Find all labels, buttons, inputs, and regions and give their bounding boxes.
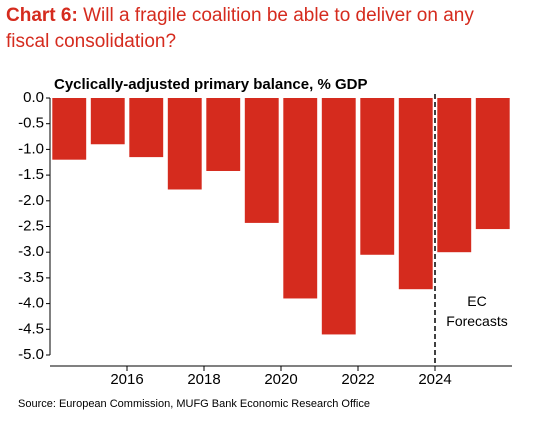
title-text: fiscal consolidation?: [6, 31, 176, 52]
y-tick-label: -4.0: [18, 295, 44, 312]
y-tick-label: -3.0: [18, 243, 44, 260]
annotation: EC Forecasts: [446, 293, 507, 329]
y-tick-label: -4.5: [18, 320, 44, 337]
bar: [475, 98, 510, 230]
bar: [283, 98, 318, 299]
y-tick-label: -0.5: [18, 115, 44, 132]
title-text: Will a fragile coalition be able to deli…: [78, 5, 475, 26]
chart-subtitle: Cyclically-adjusted primary balance, % G…: [54, 76, 367, 93]
y-tick-label: -1.5: [18, 166, 44, 183]
x-tick-label: 2020: [264, 371, 297, 388]
bar: [167, 98, 202, 190]
chart-title: Chart 6: Will a fragile coalition be abl…: [6, 5, 474, 26]
annotation-line: EC: [467, 293, 486, 309]
y-tick-label: -3.5: [18, 269, 44, 286]
bar: [244, 98, 279, 223]
x-tick-label: 2016: [110, 371, 143, 388]
y-tick-label: 0.0: [23, 89, 44, 106]
bar: [206, 98, 241, 171]
bar: [360, 98, 395, 255]
x-tick-label: 2022: [341, 371, 374, 388]
bar: [321, 98, 356, 335]
bar: [90, 98, 125, 145]
x-tick-label: 2024: [418, 371, 451, 388]
title-prefix: Chart 6:: [6, 5, 78, 26]
y-tick-label: -2.5: [18, 217, 44, 234]
bar: [437, 98, 472, 253]
y-tick-label: -5.0: [18, 346, 44, 363]
source-note: Source: European Commission, MUFG Bank E…: [18, 398, 370, 410]
x-tick-label: 2018: [187, 371, 220, 388]
bar: [129, 98, 164, 158]
annotation-line: Forecasts: [446, 313, 507, 329]
y-tick-label: -1.0: [18, 140, 44, 157]
bar: [398, 98, 433, 290]
y-tick-label: -2.0: [18, 192, 44, 209]
bar: [52, 98, 87, 160]
